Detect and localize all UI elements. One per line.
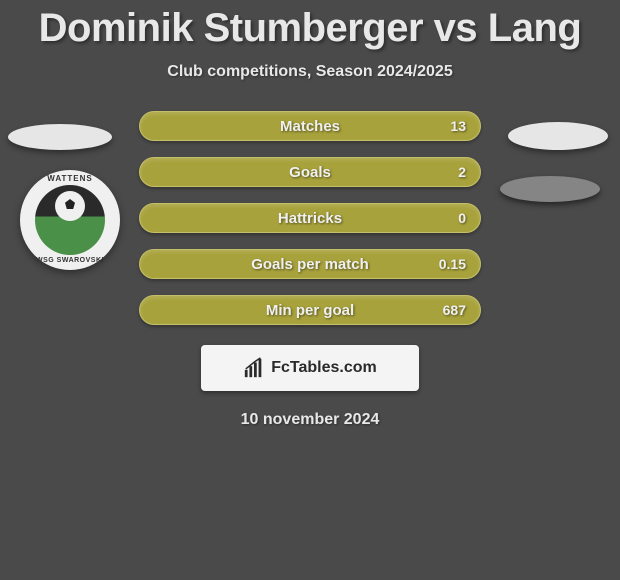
stat-label: Matches	[280, 118, 340, 135]
update-date: 10 november 2024	[0, 411, 620, 429]
stat-row: Min per goal 687	[139, 295, 481, 325]
stat-row: Goals per match 0.15	[139, 249, 481, 279]
stat-label: Goals per match	[251, 256, 369, 273]
stat-label: Min per goal	[266, 302, 354, 319]
badge-bottom-text: WSG SWAROVSKI	[20, 257, 120, 264]
club-badge: WATTENS WSG SWAROVSKI	[20, 170, 120, 270]
chart-icon	[243, 357, 265, 379]
stat-label: Goals	[289, 164, 331, 181]
brand-box[interactable]: FcTables.com	[201, 345, 419, 391]
stat-row: Hattricks 0	[139, 203, 481, 233]
badge-top-text: WATTENS	[20, 174, 120, 183]
oval-shape-right-1	[508, 122, 608, 150]
stat-value: 0	[458, 210, 466, 226]
stat-value: 13	[450, 118, 466, 134]
stat-value: 2	[458, 164, 466, 180]
brand-label: FcTables.com	[271, 359, 377, 377]
oval-shape-left	[8, 124, 112, 150]
stat-label: Hattricks	[278, 210, 342, 227]
stat-row: Matches 13	[139, 111, 481, 141]
season-subtitle: Club competitions, Season 2024/2025	[0, 63, 620, 81]
stat-value: 0.15	[439, 256, 466, 272]
stat-row: Goals 2	[139, 157, 481, 187]
comparison-title: Dominik Stumberger vs Lang	[0, 0, 620, 51]
oval-shape-right-2	[500, 176, 600, 202]
soccer-ball-icon	[55, 191, 85, 221]
stat-value: 687	[443, 302, 466, 318]
